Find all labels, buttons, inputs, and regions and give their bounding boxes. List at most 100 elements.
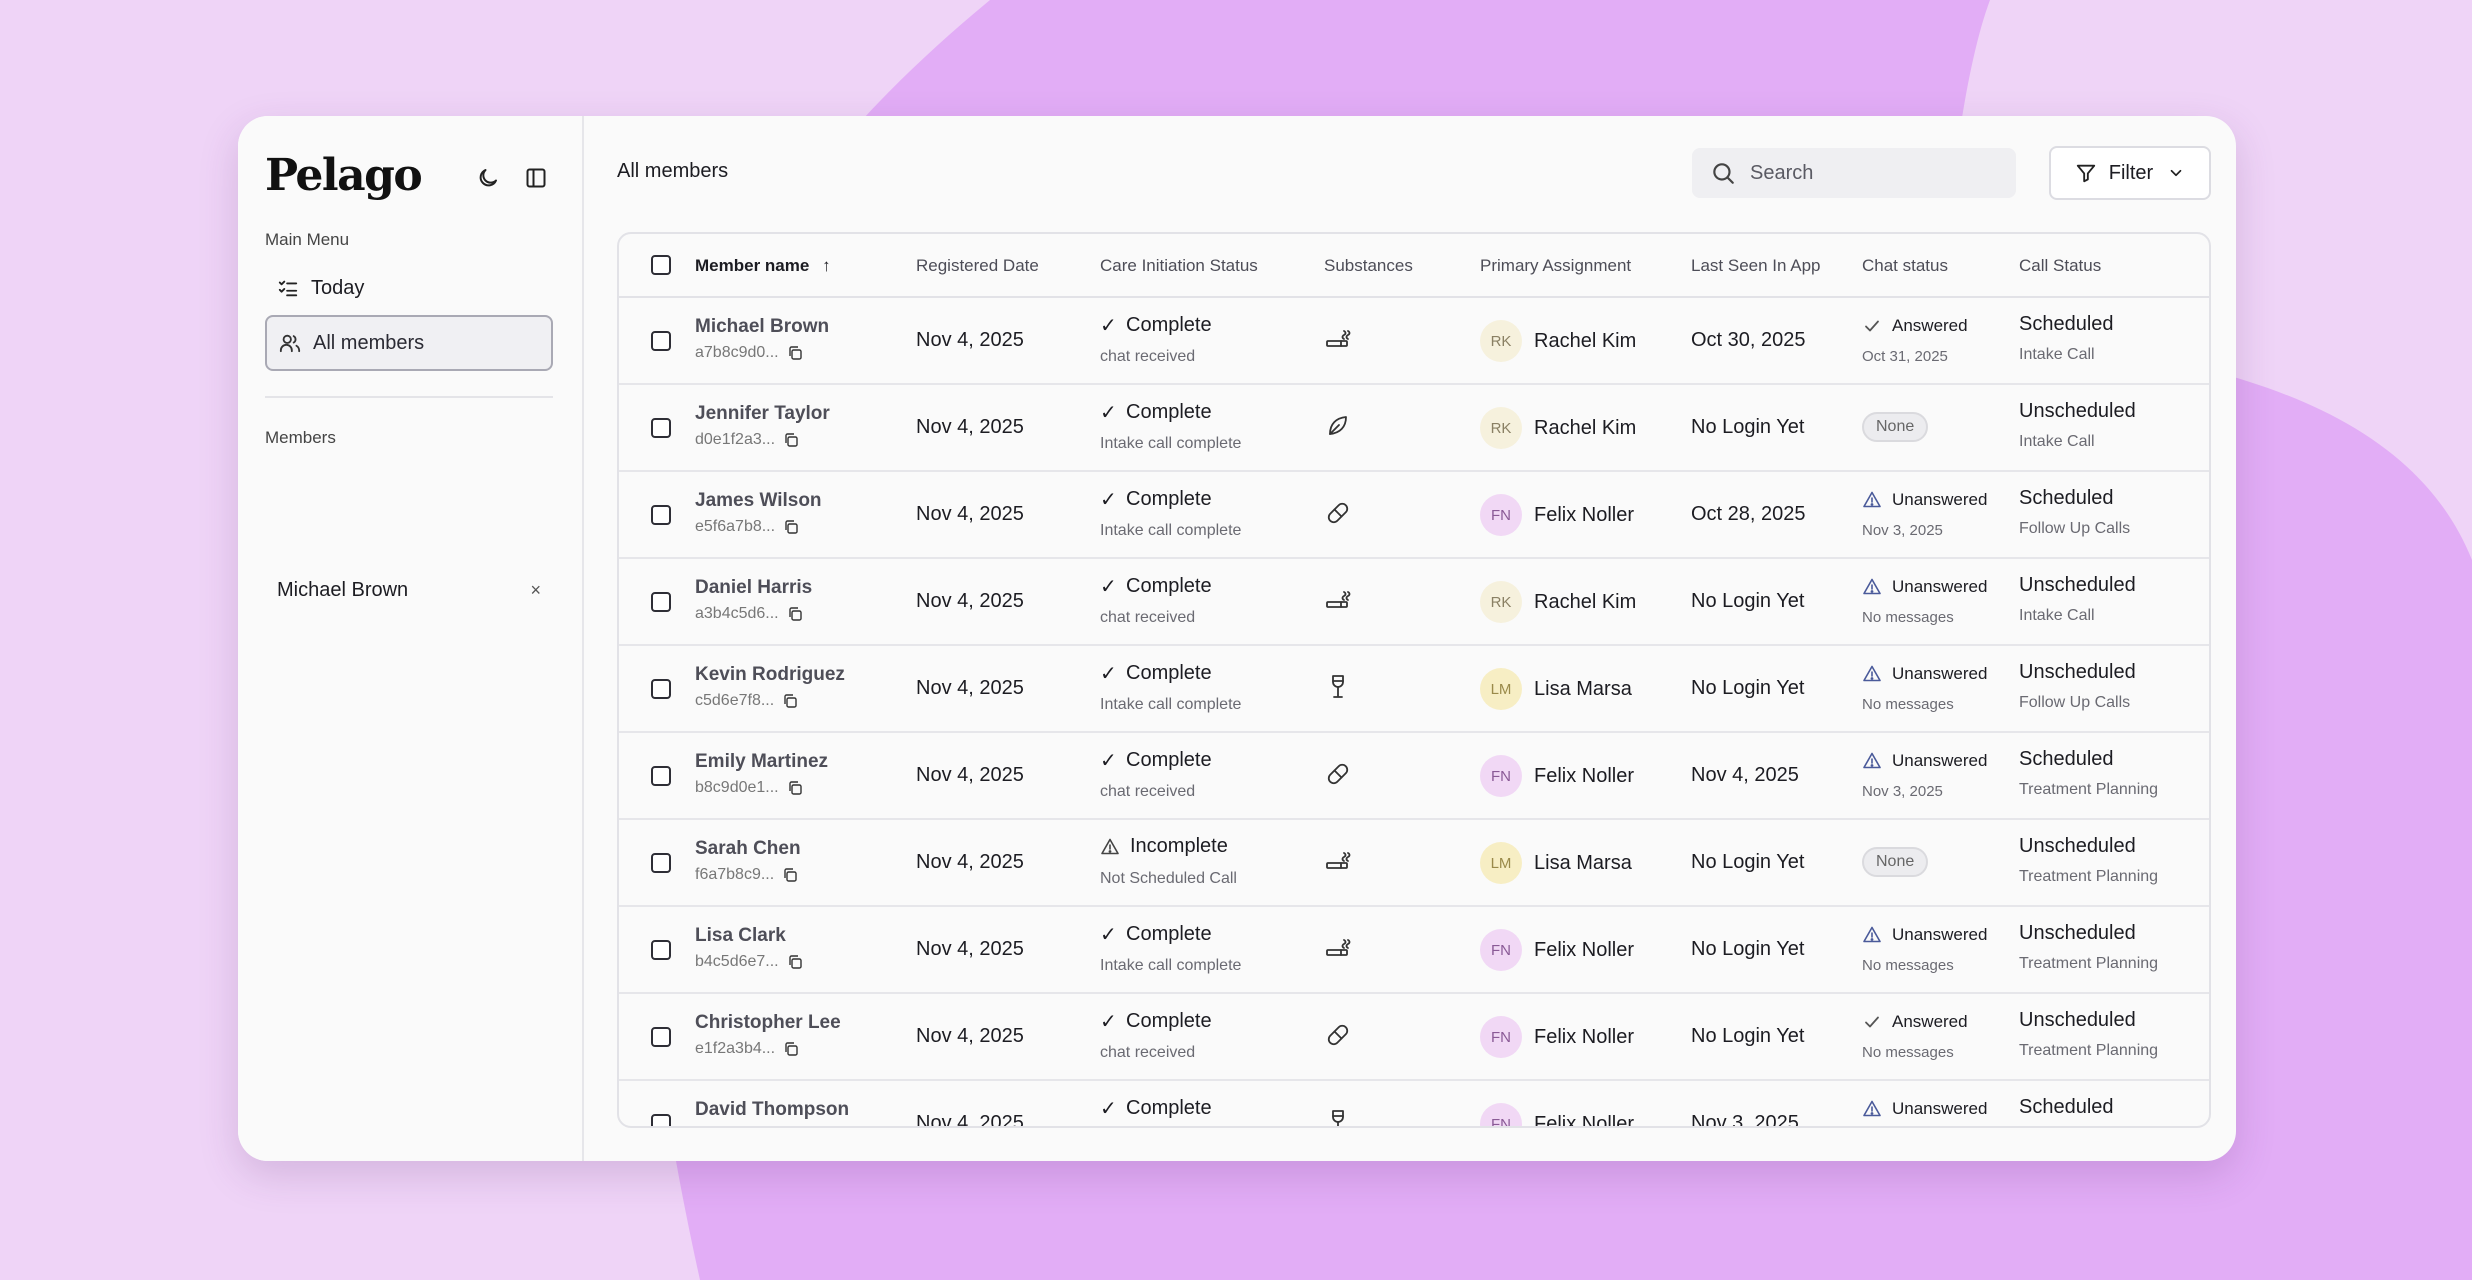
sidebar-toggle-icon[interactable]	[518, 160, 554, 196]
member-id-text: b4c5d6e7...	[695, 953, 779, 970]
row-checkbox[interactable]	[651, 331, 671, 351]
nav-item-all-members[interactable]: All members	[265, 315, 553, 371]
column-header-call-status[interactable]: Call Status	[2019, 256, 2102, 275]
row-checkbox[interactable]	[651, 766, 671, 786]
chat-status-detail: Oct 31, 2025	[1862, 348, 1948, 365]
chat-status-detail: No messages	[1862, 957, 1954, 974]
care-status-text: Complete	[1126, 1010, 1212, 1032]
member-name[interactable]: Christopher Lee	[695, 1012, 841, 1033]
page-title: All members	[617, 160, 729, 182]
row-checkbox[interactable]	[651, 853, 671, 873]
primary-assignment[interactable]: FN Felix Noller	[1480, 755, 1634, 797]
row-checkbox[interactable]	[651, 592, 671, 612]
nav-item-today[interactable]: Today	[265, 260, 553, 316]
primary-assignment[interactable]: FN Felix Noller	[1480, 494, 1634, 536]
primary-assignment[interactable]: RK Rachel Kim	[1480, 407, 1636, 449]
last-seen: Oct 28, 2025	[1691, 503, 1806, 525]
primary-assignment[interactable]: FN Felix Noller	[1480, 929, 1634, 971]
row-checkbox[interactable]	[651, 505, 671, 525]
table-row[interactable]: Lisa Clark b4c5d6e7... Nov 4, 2025 ✓ Complet…	[619, 907, 2209, 994]
copy-icon[interactable]	[775, 519, 799, 535]
avatar: FN	[1480, 755, 1522, 797]
nav-label-today: Today	[311, 276, 365, 299]
member-name[interactable]: Kevin Rodriguez	[695, 664, 845, 685]
chat-status-detail: No messages	[1862, 609, 1954, 626]
table-row[interactable]: Christopher Lee e1f2a3b4... Nov 4, 2025 ✓ Co…	[619, 994, 2209, 1081]
column-header-member-name[interactable]: Member name ↑	[695, 256, 831, 276]
member-name[interactable]: Sarah Chen	[695, 838, 801, 859]
primary-assignment[interactable]: RK Rachel Kim	[1480, 320, 1636, 362]
member-name[interactable]: James Wilson	[695, 490, 822, 511]
registered-date: Nov 4, 2025	[916, 851, 1024, 873]
table-row[interactable]: Kevin Rodriguez c5d6e7f8... Nov 4, 2025 ✓ Co…	[619, 646, 2209, 733]
cigarette-icon	[1324, 586, 1352, 619]
check-icon: ✓	[1100, 663, 1117, 685]
row-checkbox[interactable]	[651, 418, 671, 438]
table-row[interactable]: Michael Brown a7b8c9d0... Nov 4, 2025 ✓ Comp…	[619, 298, 2209, 385]
nav-label-all-members: All members	[313, 331, 425, 354]
column-header-substances[interactable]: Substances	[1324, 256, 1413, 275]
row-checkbox[interactable]	[651, 1027, 671, 1047]
copy-icon[interactable]	[774, 693, 798, 709]
member-id-text: a3b4c5d6...	[695, 605, 779, 622]
table-row[interactable]: Jennifer Taylor d0e1f2a3... Nov 4, 2025 ✓ Co…	[619, 385, 2209, 472]
primary-assignment[interactable]: RK Rachel Kim	[1480, 581, 1636, 623]
member-name[interactable]: David Thompson	[695, 1099, 850, 1120]
chat-status-text: Unanswered	[1892, 664, 1988, 683]
column-header-registered-date[interactable]: Registered Date	[916, 256, 1039, 275]
table-row[interactable]: David Thompson Nov 4, 2025 ✓ Complete FN Feli…	[619, 1081, 2209, 1126]
table-row[interactable]: Daniel Harris a3b4c5d6... Nov 4, 2025 ✓ Comp…	[619, 559, 2209, 646]
chat-status-badge: None	[1862, 847, 1929, 877]
copy-icon[interactable]	[779, 954, 803, 970]
primary-assignment[interactable]: FN Felix Noller	[1480, 1103, 1634, 1126]
row-checkbox[interactable]	[651, 940, 671, 960]
care-status-detail: chat received	[1100, 609, 1196, 626]
avatar: FN	[1480, 1103, 1522, 1126]
call-status-detail: Intake Call	[2019, 433, 2095, 450]
chat-status: Unanswered	[1862, 664, 1987, 684]
search-input[interactable]	[1750, 161, 1990, 185]
member-chip[interactable]: Michael Brown ×	[265, 570, 553, 610]
filter-button[interactable]: Filter	[2049, 146, 2211, 200]
chat-status-text: Unanswered	[1892, 490, 1988, 509]
logo: Pelago	[265, 150, 423, 201]
copy-icon[interactable]	[775, 432, 799, 448]
copy-icon[interactable]	[779, 345, 803, 361]
member-name[interactable]: Daniel Harris	[695, 577, 813, 598]
search-box[interactable]	[1692, 148, 2016, 198]
table-row[interactable]: James Wilson e5f6a7b8... Nov 4, 2025 ✓ Compl…	[619, 472, 2209, 559]
call-status-detail: Intake Call	[2019, 346, 2095, 363]
chat-status: Unanswered	[1862, 751, 1987, 771]
chat-status-text: Answered	[1892, 316, 1968, 335]
copy-icon[interactable]	[775, 1041, 799, 1057]
copy-icon[interactable]	[774, 867, 798, 883]
chat-status-badge: None	[1862, 412, 1929, 442]
chat-status: Answered	[1862, 1012, 1968, 1032]
primary-assignment[interactable]: LM Lisa Marsa	[1480, 668, 1632, 710]
select-all-checkbox[interactable]	[651, 255, 671, 275]
registered-date: Nov 4, 2025	[916, 416, 1024, 438]
table-row[interactable]: Emily Martinez b8c9d0e1... Nov 4, 2025 ✓ Com…	[619, 733, 2209, 820]
copy-icon[interactable]	[779, 606, 803, 622]
member-name[interactable]: Emily Martinez	[695, 751, 829, 772]
column-header-chat-status[interactable]: Chat status	[1862, 256, 1948, 275]
check-icon: ✓	[1100, 1011, 1117, 1033]
primary-assignment[interactable]: FN Felix Noller	[1480, 1016, 1634, 1058]
copy-icon[interactable]	[779, 780, 803, 796]
column-header-last-seen[interactable]: Last Seen In App	[1691, 256, 1821, 275]
primary-assignment[interactable]: LM Lisa Marsa	[1480, 842, 1632, 884]
member-name[interactable]: Michael Brown	[695, 316, 830, 337]
call-status: Unscheduled	[2019, 574, 2136, 596]
care-status-text: Complete	[1126, 923, 1212, 945]
close-icon[interactable]: ×	[530, 579, 541, 600]
member-name[interactable]: Jennifer Taylor	[695, 403, 830, 424]
row-checkbox[interactable]	[651, 679, 671, 699]
column-header-care-status[interactable]: Care Initiation Status	[1100, 256, 1258, 275]
moon-icon[interactable]	[470, 160, 506, 196]
column-header-primary-assignment[interactable]: Primary Assignment	[1480, 256, 1632, 275]
row-checkbox[interactable]	[651, 1114, 671, 1126]
member-name[interactable]: Lisa Clark	[695, 925, 786, 946]
warning-icon	[1100, 837, 1120, 857]
check-icon: ✓	[1100, 402, 1117, 424]
table-row[interactable]: Sarah Chen f6a7b8c9... Nov 4, 2025 Incomple…	[619, 820, 2209, 907]
